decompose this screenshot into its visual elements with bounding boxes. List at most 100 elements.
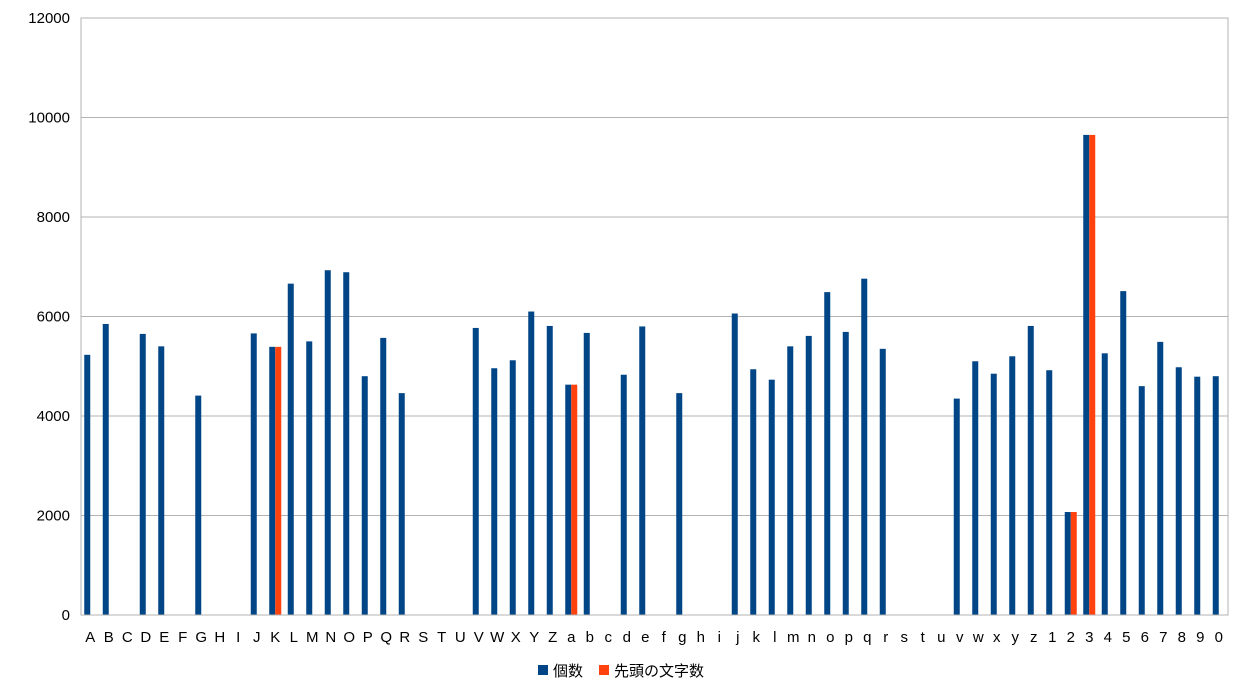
x-category-label: C [122, 629, 133, 646]
x-category-label: W [490, 629, 505, 646]
bar-series-2-a [571, 384, 578, 615]
x-category-label: E [159, 629, 169, 646]
x-category-label: P [363, 629, 373, 646]
bar-series-1-K [269, 346, 276, 615]
x-category-label: Y [529, 629, 539, 646]
x-category-label: 5 [1122, 629, 1130, 646]
bar-series-2-2 [1070, 512, 1077, 615]
x-category-label: 4 [1104, 629, 1112, 646]
x-category-label: h [697, 629, 705, 646]
bar-series-1-a [565, 384, 572, 615]
y-axis-tick-labels: 0 2000 4000 6000 8000 10000 12000 [28, 10, 70, 624]
bar-series-1-V [472, 327, 479, 615]
x-category-label: 7 [1159, 629, 1167, 646]
bar-series-1-Q [380, 337, 387, 615]
x-category-label: J [253, 629, 261, 646]
bar-series-1-m [787, 346, 794, 615]
x-category-label: i [718, 629, 721, 646]
bar-series-1-0 [1212, 376, 1219, 615]
x-category-label: b [586, 629, 594, 646]
x-category-label: 3 [1085, 629, 1093, 646]
x-category-label: 1 [1048, 629, 1056, 646]
bar-series-1-3 [1083, 134, 1090, 615]
x-category-label: r [883, 629, 888, 646]
bar-series-1-e [639, 326, 646, 615]
bar-series-1-8 [1175, 367, 1182, 615]
x-category-label: o [826, 629, 834, 646]
x-category-label: M [306, 629, 319, 646]
x-category-label: 6 [1141, 629, 1149, 646]
bar-series-1-R [398, 393, 405, 615]
legend-label-series-1: 個数 [553, 662, 583, 680]
bar-series-1-X [509, 360, 516, 615]
x-category-label: z [1030, 629, 1038, 646]
bar-series-1-B [102, 323, 109, 615]
bar-series-1-d [620, 374, 627, 615]
bar-series-1-A [84, 354, 91, 615]
x-category-label: V [474, 629, 484, 646]
x-category-label: t [921, 629, 926, 646]
x-category-label: d [623, 629, 631, 646]
bar-series-1-g [676, 393, 683, 615]
x-category-label: e [641, 629, 649, 646]
bar-series-1-G [195, 395, 202, 615]
x-category-label: 8 [1178, 629, 1186, 646]
bar-series-1-7 [1157, 341, 1164, 615]
x-category-label: Q [380, 629, 392, 646]
x-category-label: j [735, 629, 739, 646]
x-category-label: O [343, 629, 355, 646]
bar-series-1-5 [1120, 291, 1127, 615]
x-category-label: 2 [1067, 629, 1075, 646]
x-category-label: Z [548, 629, 557, 646]
bar-series-1-P [361, 376, 368, 615]
bar-series-1-o [824, 292, 831, 615]
y-tick-label: 6000 [37, 309, 70, 326]
bar-series-1-1 [1046, 370, 1053, 615]
legend-label-series-2: 先頭の文字数 [614, 662, 704, 680]
bar-series-1-y [1009, 356, 1016, 615]
bar-series-1-z [1027, 325, 1034, 615]
bar-series-1-Z [546, 325, 553, 615]
bar-series-1-q [861, 278, 868, 615]
y-tick-label: 4000 [37, 408, 70, 425]
x-category-label: k [753, 629, 761, 646]
bar-series-1-n [805, 335, 812, 615]
x-category-label: K [270, 629, 280, 646]
bar-series-1-p [842, 331, 849, 615]
bar-series-1-D [139, 333, 146, 615]
bar-series-1-6 [1138, 386, 1145, 615]
bars [84, 134, 1219, 616]
x-category-label: m [787, 629, 800, 646]
bar-series-1-v [953, 398, 960, 615]
x-category-label: 9 [1196, 629, 1204, 646]
x-category-label: n [808, 629, 816, 646]
x-category-label: D [140, 629, 151, 646]
bar-series-1-2 [1064, 512, 1071, 615]
y-tick-label: 10000 [28, 110, 70, 127]
x-category-label: f [662, 629, 667, 646]
bar-series-1-W [491, 368, 498, 615]
bar-series-1-9 [1194, 376, 1201, 615]
x-category-label: U [455, 629, 466, 646]
y-tick-label: 0 [62, 607, 70, 624]
x-category-label: A [85, 629, 95, 646]
bar-series-1-x [990, 373, 997, 615]
x-category-label: x [993, 629, 1001, 646]
x-category-label: H [214, 629, 225, 646]
bar-series-2-3 [1089, 134, 1096, 615]
x-category-label: l [773, 629, 776, 646]
bar-series-1-j [731, 313, 738, 615]
bar-series-1-N [324, 270, 331, 615]
plot-area-border [80, 17, 1229, 616]
x-category-label: v [956, 629, 964, 646]
x-category-label: T [437, 629, 446, 646]
x-category-label: G [195, 629, 207, 646]
x-category-label: p [845, 629, 853, 646]
legend-swatch-series-2 [599, 665, 609, 675]
x-category-label: B [104, 629, 114, 646]
x-category-label: L [290, 629, 298, 646]
x-category-label: S [418, 629, 428, 646]
x-category-label: w [972, 629, 984, 646]
y-tick-label: 2000 [37, 508, 70, 525]
